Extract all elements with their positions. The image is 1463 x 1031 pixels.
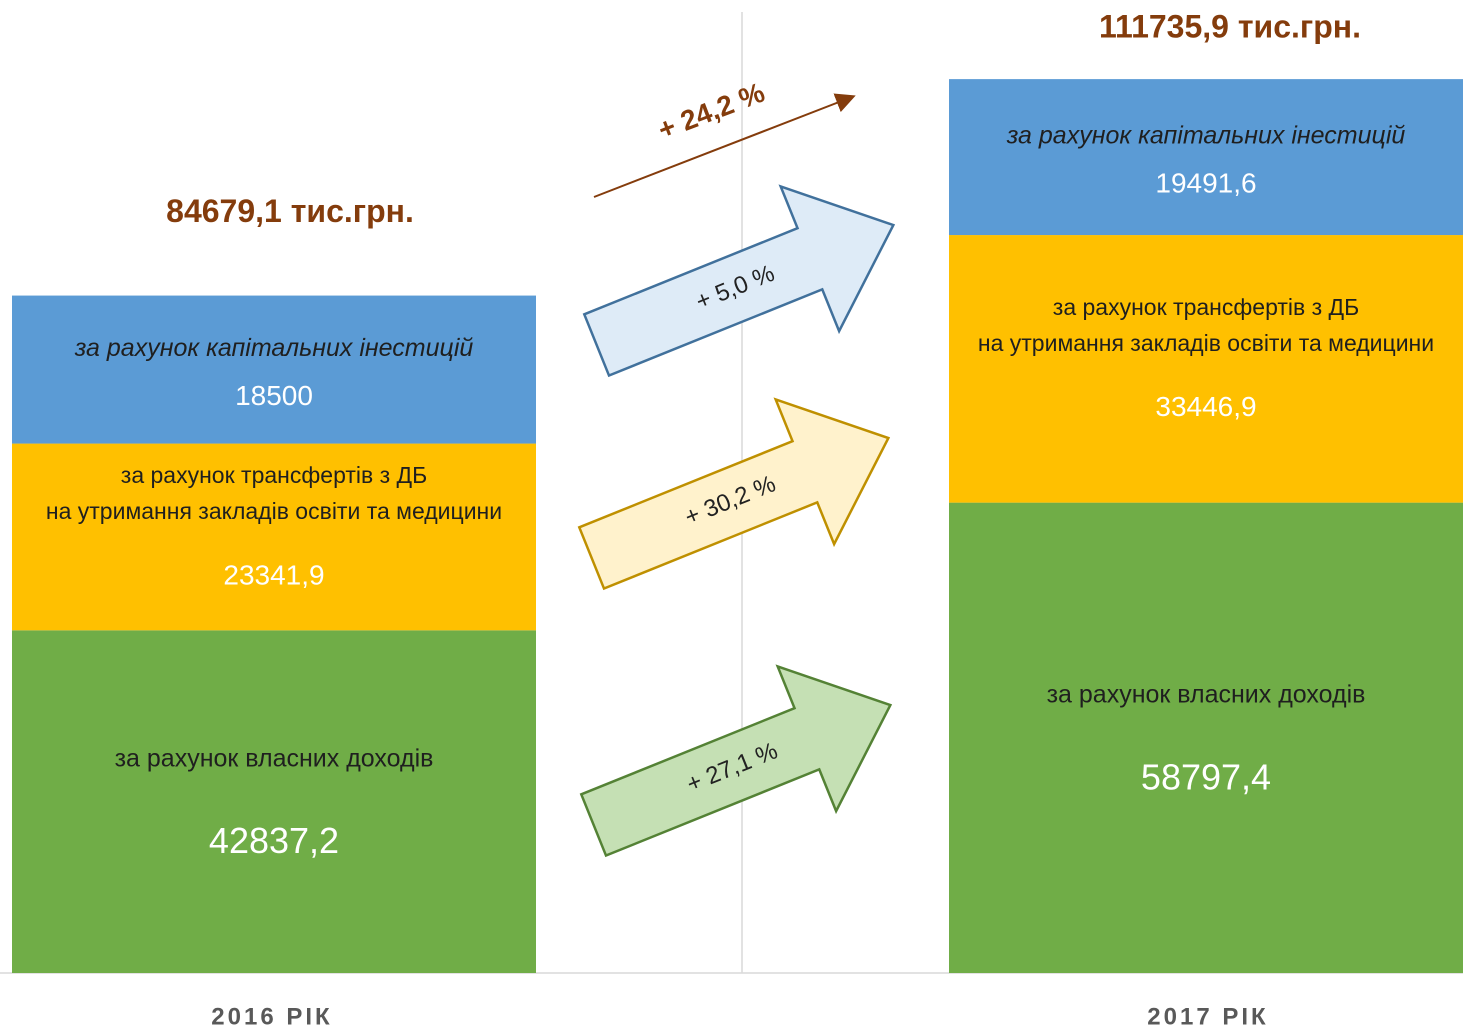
value-label: 18500 [235,380,313,411]
value-label: 33446,9 [1155,391,1256,422]
segment-name: за рахунок трансфертів з ДБ на утримання … [46,462,502,524]
x-tick-label: 2016 РІК [211,1003,332,1030]
value-label: 58797,4 [1141,756,1271,797]
total-growth-arrow [593,93,856,198]
growth-arrow: + 27,1 % [579,664,893,858]
value-label: 19491,6 [1155,167,1256,198]
segment-name: за рахунок капітальних інестицій [1006,122,1406,150]
bar-segment [949,235,1463,503]
value-label: 42837,2 [209,820,339,861]
total-label: 111735,9 тис.грн. [1099,9,1361,45]
value-label: 23341,9 [223,559,324,590]
growth-arrow: + 30,2 % [577,397,891,591]
growth-arrow: + 5,0 % [582,184,896,378]
segment-name: за рахунок власних доходів [1047,680,1366,708]
x-tick-label: 2017 РІК [1147,1003,1268,1030]
total-label: 84679,1 тис.грн. [166,193,414,229]
bar-segment [949,502,1463,973]
segment-name: за рахунок трансфертів з ДБ на утримання … [978,294,1434,356]
segment-name: за рахунок власних доходів [115,744,434,772]
bar-segment [949,79,1463,236]
bar-segment [12,443,536,631]
bar-segment [12,295,536,444]
bar-segment [12,630,536,973]
segment-name: за рахунок капітальних інестицій [74,334,474,362]
